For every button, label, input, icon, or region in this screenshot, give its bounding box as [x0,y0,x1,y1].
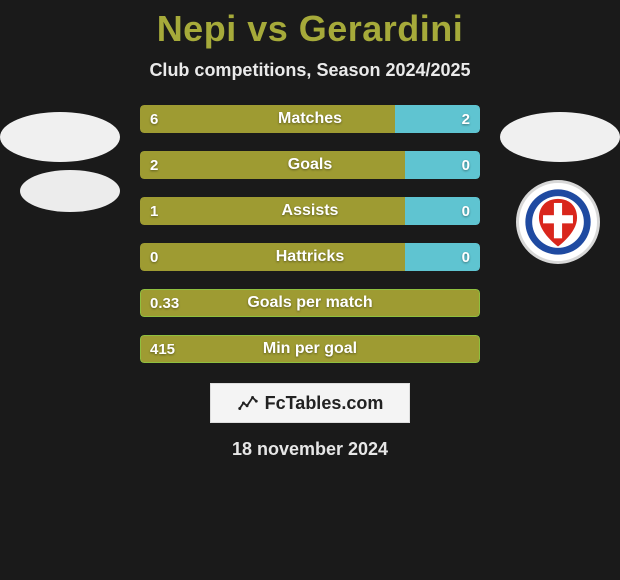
stat-row: 10Assists [140,197,480,225]
player-left-badge [0,112,120,162]
stat-bar-left [140,105,395,133]
brand-logo-icon [237,392,259,414]
comparison-bars: 62Matches 20Goals 10Assists 00Hattricks 0.33… [140,105,480,363]
player-right-club-logo [516,180,600,264]
page-title: Nepi vs Gerardini [157,8,464,50]
stat-bar-left [140,335,480,363]
stat-bar-right [405,151,480,179]
player-right-badge [500,112,620,162]
brand-watermark: FcTables.com [210,383,410,423]
page-subtitle: Club competitions, Season 2024/2025 [149,60,470,81]
stat-bar-left [140,197,405,225]
stat-row: 62Matches [140,105,480,133]
stat-row: 415Min per goal [140,335,480,363]
stat-row: 0.33Goals per match [140,289,480,317]
stat-row: 00Hattricks [140,243,480,271]
stat-bar-left [140,289,480,317]
stat-bar-right [405,243,480,271]
player-left-avatar-placeholder [20,170,120,212]
date-text: 18 november 2024 [232,439,388,460]
novara-logo-icon [524,188,592,256]
stat-row: 20Goals [140,151,480,179]
stat-bar-left [140,151,405,179]
stat-bar-left [140,243,405,271]
stat-bar-right [405,197,480,225]
brand-text: FcTables.com [265,393,384,414]
stat-bar-right [395,105,480,133]
